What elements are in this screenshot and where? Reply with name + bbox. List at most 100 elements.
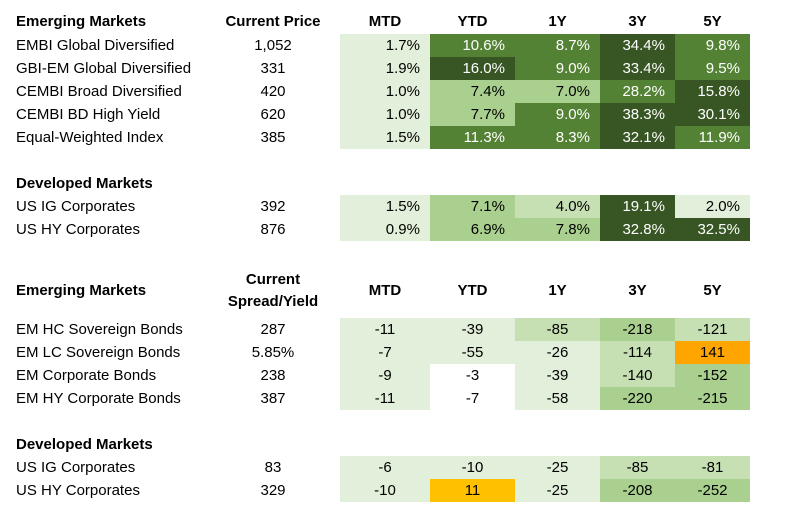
spreads-dm-title: Developed Markets [16, 436, 153, 453]
cell-mtd: -7 [340, 341, 430, 364]
cell-3y: 19.1% [600, 195, 675, 218]
row-current-value: 387 [260, 390, 286, 407]
cell-ytd: -10 [430, 456, 515, 479]
cell-5y: 11.9% [675, 126, 750, 149]
table-row: CEMBI BD High Yield 620 1.0% 7.7% 9.0% 38.3% 3… [0, 103, 791, 126]
returns-dm-title: Developed Markets [16, 175, 153, 192]
returns-col-3y: 3Y [628, 13, 647, 30]
spreads-em-title: Emerging Markets [16, 282, 147, 299]
row-label: CEMBI BD High Yield [16, 106, 161, 123]
table-row: EM HC Sovereign Bonds 287 -11 -39 -85 -218 -12… [0, 318, 791, 341]
cell-1y: -39 [515, 364, 600, 387]
cell-3y: 28.2% [600, 80, 675, 103]
cell-1y: -25 [515, 456, 600, 479]
table-row: Equal-Weighted Index 385 1.5% 11.3% 8.3% 32.1… [0, 126, 791, 149]
table-row: US IG Corporates 392 1.5% 7.1% 4.0% 19.1% 2.0% [0, 195, 791, 218]
cell-5y: 9.8% [675, 34, 750, 57]
spreads-col-5y: 5Y [703, 282, 722, 299]
cell-ytd: 10.6% [430, 34, 515, 57]
cell-3y: -140 [600, 364, 675, 387]
cell-3y: -218 [600, 318, 675, 341]
cell-5y: -121 [675, 318, 750, 341]
cell-mtd: 1.9% [340, 57, 430, 80]
row-current-value: 392 [260, 198, 286, 215]
spreads-col-3y: 3Y [628, 282, 647, 299]
cell-5y: 9.5% [675, 57, 750, 80]
cell-3y: 38.3% [600, 103, 675, 126]
cell-5y: 141 [675, 341, 750, 364]
row-current-value: 83 [264, 459, 282, 476]
cell-mtd: 1.5% [340, 195, 430, 218]
row-current-value: 5.85% [251, 344, 295, 361]
row-current-value: 329 [260, 482, 286, 499]
returns-col-mtd: MTD [368, 13, 402, 30]
table-row: EM HY Corporate Bonds 387 -11 -7 -58 -220 -215 [0, 387, 791, 410]
table-row: US IG Corporates 83 -6 -10 -25 -85 -81 [0, 456, 791, 479]
returns-col-1y: 1Y [548, 13, 567, 30]
cell-3y: 32.1% [600, 126, 675, 149]
row-current-value: 876 [260, 221, 286, 238]
cell-ytd: 7.7% [430, 103, 515, 126]
row-current-value: 238 [260, 367, 286, 384]
spreads-price-header-line2: Spread/Yield [227, 293, 319, 310]
spreads-price-header: Current Spread/Yield [218, 268, 328, 314]
row-label: EMBI Global Diversified [16, 37, 175, 54]
row-label: EM LC Sovereign Bonds [16, 344, 181, 361]
cell-mtd: 0.9% [340, 218, 430, 241]
cell-1y: 9.0% [515, 103, 600, 126]
row-label: US HY Corporates [16, 482, 140, 499]
cell-ytd: -7 [430, 387, 515, 410]
spreads-dm-header-row: Developed Markets [0, 433, 791, 456]
cell-mtd: 1.7% [340, 34, 430, 57]
cell-5y: -81 [675, 456, 750, 479]
cell-3y: -85 [600, 456, 675, 479]
cell-1y: 9.0% [515, 57, 600, 80]
cell-ytd: 11.3% [430, 126, 515, 149]
cell-1y: 4.0% [515, 195, 600, 218]
returns-col-ytd: YTD [457, 13, 488, 30]
cell-mtd: 1.0% [340, 80, 430, 103]
cell-1y: -85 [515, 318, 600, 341]
cell-1y: -25 [515, 479, 600, 502]
cell-ytd: -39 [430, 318, 515, 341]
cell-mtd: -11 [340, 387, 430, 410]
row-label: US IG Corporates [16, 459, 136, 476]
cell-3y: 32.8% [600, 218, 675, 241]
returns-price-header: Current Price [225, 13, 321, 30]
row-label: EM Corporate Bonds [16, 367, 157, 384]
cell-5y: 30.1% [675, 103, 750, 126]
row-label: CEMBI Broad Diversified [16, 83, 182, 100]
cell-1y: 8.3% [515, 126, 600, 149]
cell-mtd: -6 [340, 456, 430, 479]
cell-5y: 32.5% [675, 218, 750, 241]
returns-dm-header-row: Developed Markets [0, 172, 791, 195]
row-label: US IG Corporates [16, 198, 136, 215]
cell-ytd: -55 [430, 341, 515, 364]
row-current-value: 1,052 [254, 37, 292, 54]
returns-header-row: Emerging Markets Current Price MTD YTD 1… [0, 10, 791, 33]
cell-1y: -26 [515, 341, 600, 364]
cell-5y: -252 [675, 479, 750, 502]
cell-mtd: 1.0% [340, 103, 430, 126]
cell-ytd: -3 [430, 364, 515, 387]
cell-3y: -220 [600, 387, 675, 410]
row-label: US HY Corporates [16, 221, 140, 238]
table-row: GBI-EM Global Diversified 331 1.9% 16.0% 9.0… [0, 57, 791, 80]
row-label: Equal-Weighted Index [16, 129, 164, 146]
cell-1y: 8.7% [515, 34, 600, 57]
table-row: EM LC Sovereign Bonds 5.85% -7 -55 -26 -114 14… [0, 341, 791, 364]
cell-1y: 7.0% [515, 80, 600, 103]
cell-ytd: 6.9% [430, 218, 515, 241]
table-row: US HY Corporates 329 -10 11 -25 -208 -252 [0, 479, 791, 502]
cell-mtd: -11 [340, 318, 430, 341]
row-label: GBI-EM Global Diversified [16, 60, 192, 77]
cell-mtd: 1.5% [340, 126, 430, 149]
returns-em-title: Emerging Markets [16, 13, 147, 30]
cell-3y: 33.4% [600, 57, 675, 80]
cell-ytd: 7.4% [430, 80, 515, 103]
table-row: EMBI Global Diversified 1,052 1.7% 10.6% 8.7… [0, 34, 791, 57]
spreads-col-1y: 1Y [548, 282, 567, 299]
row-current-value: 331 [260, 60, 286, 77]
cell-1y: 7.8% [515, 218, 600, 241]
cell-3y: 34.4% [600, 34, 675, 57]
